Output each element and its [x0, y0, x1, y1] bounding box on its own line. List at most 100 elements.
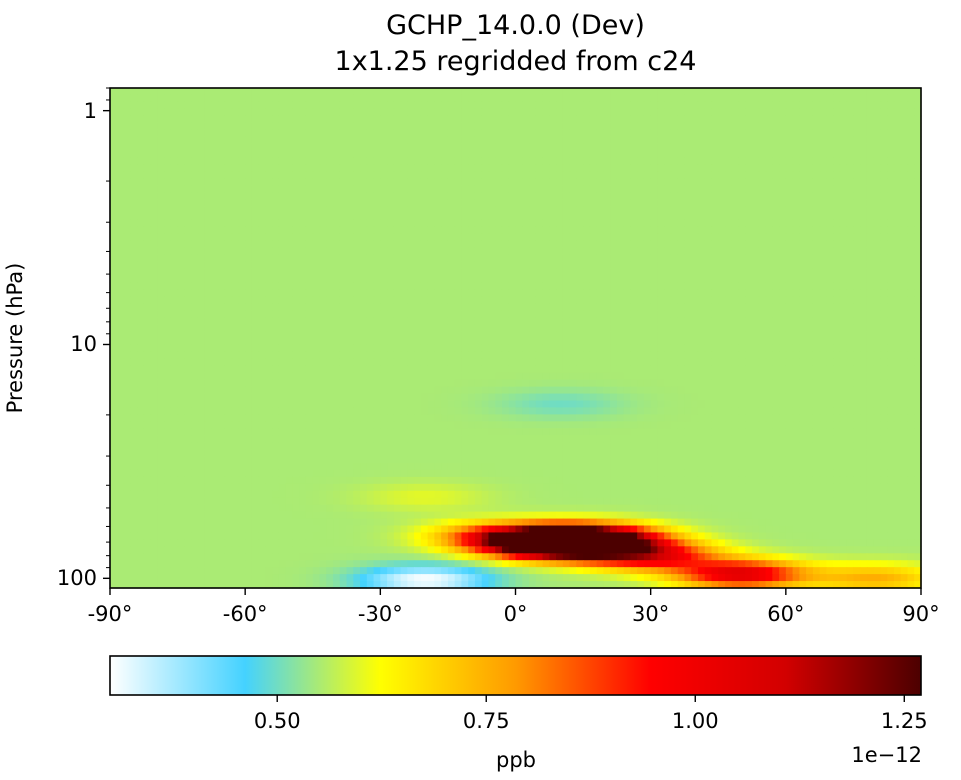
heatmap-cell [562, 247, 571, 256]
heatmap-cell [434, 261, 442, 270]
heatmap-cell [353, 372, 361, 381]
heatmap-cell [785, 192, 794, 200]
heatmap-cell [420, 226, 429, 235]
heatmap-cell [407, 338, 415, 346]
heatmap-cell [116, 275, 125, 284]
heatmap-cell [339, 185, 348, 193]
heatmap-cell [197, 136, 206, 145]
heatmap-cell [143, 88, 152, 96]
heatmap-cell [866, 331, 875, 339]
heatmap-cell [610, 219, 618, 228]
heatmap-cell [657, 171, 665, 179]
heatmap-cell [211, 275, 219, 284]
heatmap-cell [637, 254, 645, 263]
heatmap-cell [164, 88, 172, 96]
heatmap-cell [806, 115, 814, 124]
heatmap-cell [508, 213, 517, 221]
heatmap-cell [481, 192, 490, 200]
heatmap-cell [218, 157, 226, 165]
heatmap-cell [833, 143, 841, 152]
heatmap-cell [319, 331, 327, 339]
heatmap-cell [535, 310, 544, 318]
heatmap-cell [495, 289, 503, 297]
heatmap-cell [380, 310, 388, 318]
heatmap-cell [245, 226, 253, 235]
heatmap-cell [650, 206, 659, 214]
heatmap-cell [765, 240, 773, 249]
heatmap-cell [116, 108, 125, 117]
heatmap-cell [468, 324, 476, 332]
heatmap-cell [265, 303, 273, 311]
heatmap-cell [637, 206, 645, 214]
heatmap-cell [596, 310, 604, 318]
heatmap-cell [157, 88, 165, 96]
heatmap-cell [738, 268, 746, 277]
heatmap-cell [245, 296, 253, 304]
heatmap-cell [535, 358, 544, 367]
heatmap-cell [414, 206, 422, 214]
heatmap-cell [880, 129, 888, 138]
heatmap-cell [468, 240, 476, 249]
heatmap-cell [569, 324, 577, 332]
heatmap-cell [454, 261, 463, 270]
heatmap-cell [866, 206, 875, 214]
heatmap-cell [515, 296, 523, 304]
heatmap-cell [319, 185, 327, 193]
heatmap-cell [170, 240, 179, 249]
heatmap-cell [664, 185, 672, 193]
heatmap-cell [272, 115, 280, 124]
heatmap-cell [508, 254, 517, 263]
heatmap-cell [414, 365, 422, 374]
heatmap-cell [589, 136, 598, 145]
heatmap-cell [826, 310, 834, 318]
heatmap-cell [610, 199, 618, 207]
heatmap-cell [833, 344, 841, 353]
heatmap-cell [893, 303, 902, 311]
heatmap-cell [299, 351, 307, 360]
heatmap-cell [481, 101, 490, 110]
heatmap-cell [765, 233, 773, 242]
heatmap-cell [143, 171, 152, 179]
heatmap-cell [305, 268, 314, 277]
heatmap-cell [441, 108, 449, 117]
heatmap-cell [170, 94, 179, 103]
heatmap-cell [745, 282, 753, 290]
heatmap-cell [745, 324, 753, 332]
heatmap-cell [596, 143, 604, 152]
heatmap-cell [508, 324, 517, 332]
heatmap-cell [170, 101, 179, 110]
heatmap-cell [488, 268, 496, 277]
heatmap-cell [400, 254, 408, 263]
heatmap-cell [447, 344, 456, 353]
heatmap-cell [170, 143, 179, 152]
heatmap-cell [860, 275, 868, 284]
heatmap-cell [873, 247, 882, 256]
heatmap-cell [596, 247, 604, 256]
heatmap-cell [887, 310, 895, 318]
heatmap-cell [164, 129, 172, 138]
heatmap-cell [893, 199, 902, 207]
heatmap-cell [110, 115, 118, 124]
heatmap-cell [319, 164, 327, 172]
heatmap-cell [454, 310, 463, 318]
heatmap-cell [319, 108, 327, 117]
heatmap-cell [292, 122, 300, 131]
heatmap-cell [900, 365, 909, 374]
heatmap-cell [285, 226, 294, 235]
heatmap-cell [346, 344, 354, 353]
heatmap-cell [481, 344, 490, 353]
heatmap-cell [110, 254, 118, 263]
heatmap-cell [535, 129, 544, 138]
heatmap-cell [380, 164, 388, 172]
heatmap-cell [697, 199, 706, 207]
heatmap-cell [211, 122, 219, 131]
heatmap-cell [170, 331, 179, 339]
heatmap-cell [393, 358, 402, 367]
heatmap-cell [725, 282, 733, 290]
heatmap-cell [535, 261, 544, 270]
heatmap-cell [191, 199, 199, 207]
heatmap-cell [400, 178, 408, 186]
heatmap-cell [143, 358, 152, 367]
heatmap-cell [184, 129, 192, 138]
heatmap-cell [130, 219, 138, 228]
